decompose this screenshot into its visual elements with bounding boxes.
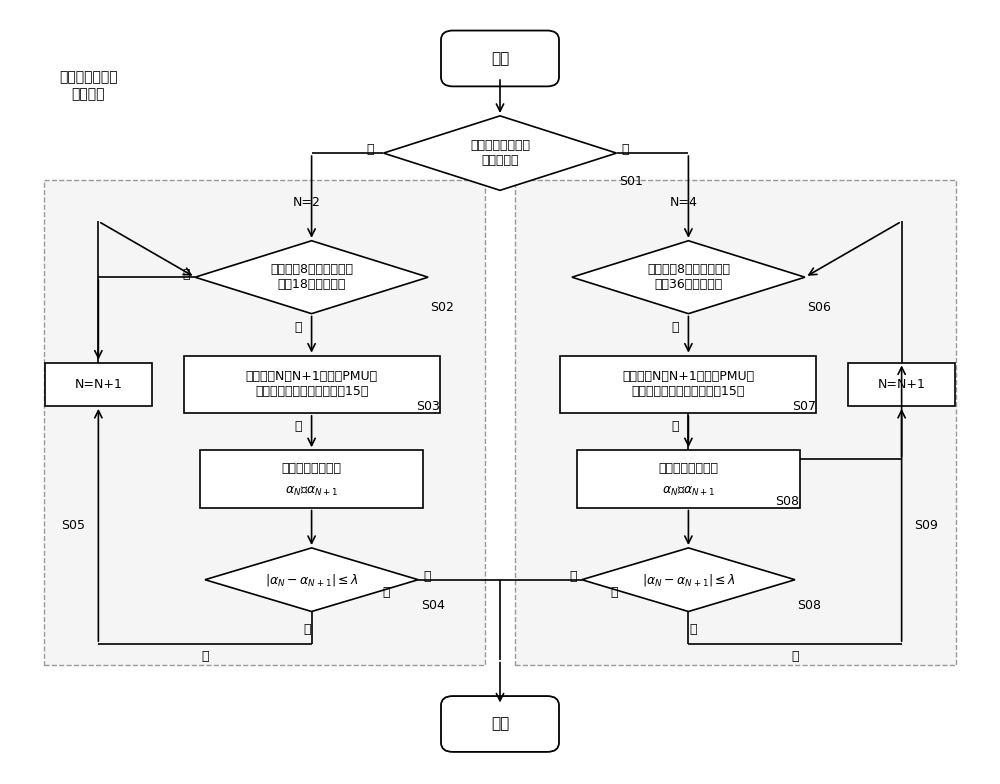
Text: 分别选取N和N+1个不同PMU时
刻量测，得到目标函数式（15）: 分别选取N和N+1个不同PMU时 刻量测，得到目标函数式（15） — [622, 370, 754, 398]
Bar — [45, 362, 152, 406]
Text: $\alpha_N$、$\alpha_{N+1}$: $\alpha_N$、$\alpha_{N+1}$ — [285, 485, 338, 498]
Polygon shape — [195, 241, 428, 314]
FancyBboxPatch shape — [441, 31, 559, 86]
Bar — [848, 362, 955, 406]
Text: 开始: 开始 — [491, 51, 509, 66]
Text: 否: 否 — [690, 623, 697, 636]
Text: 获得参数辨识结果: 获得参数辨识结果 — [282, 462, 342, 475]
Text: 否: 否 — [621, 143, 629, 156]
Text: S03: S03 — [416, 400, 440, 413]
Text: 是: 是 — [610, 586, 618, 599]
Text: S07: S07 — [792, 400, 816, 413]
Text: 否: 否 — [183, 267, 190, 281]
Text: 同杆并架短线路
参数辨识: 同杆并架短线路 参数辨识 — [59, 71, 118, 100]
Text: 否: 否 — [791, 650, 799, 663]
Text: S09: S09 — [914, 518, 938, 532]
Text: S02: S02 — [431, 300, 454, 314]
Text: N=N+1: N=N+1 — [878, 378, 926, 390]
FancyBboxPatch shape — [515, 180, 956, 665]
Text: S01: S01 — [619, 175, 643, 188]
Bar — [200, 450, 423, 507]
FancyBboxPatch shape — [44, 180, 485, 665]
Text: N=N+1: N=N+1 — [74, 378, 122, 390]
Text: 是: 是 — [294, 420, 302, 434]
Text: 同相序短线路同杆
并架双回线: 同相序短线路同杆 并架双回线 — [470, 139, 530, 167]
Text: S08: S08 — [775, 495, 799, 507]
Text: 是: 是 — [382, 586, 390, 599]
Text: 是: 是 — [569, 570, 577, 583]
Text: 否: 否 — [303, 623, 310, 636]
Polygon shape — [582, 548, 795, 612]
Text: 否: 否 — [201, 650, 209, 663]
Text: S08: S08 — [798, 598, 822, 612]
Text: S04: S04 — [421, 598, 445, 612]
Text: S06: S06 — [807, 300, 831, 314]
Polygon shape — [383, 116, 617, 191]
Text: N=2: N=2 — [293, 196, 321, 209]
Bar — [560, 355, 816, 413]
Text: $|\alpha_N-\alpha_{N+1}|\leq\lambda$: $|\alpha_N-\alpha_{N+1}|\leq\lambda$ — [642, 572, 735, 588]
Text: 建立式（8）所示方程，
包含36个不同参数: 建立式（8）所示方程， 包含36个不同参数 — [647, 263, 730, 291]
Text: 是: 是 — [423, 570, 431, 583]
Text: 建立式（8）所示方程，
包含18个不同参数: 建立式（8）所示方程， 包含18个不同参数 — [270, 263, 353, 291]
FancyBboxPatch shape — [441, 696, 559, 752]
Bar — [184, 355, 440, 413]
Text: 是: 是 — [294, 321, 302, 334]
Polygon shape — [205, 548, 418, 612]
Text: 获得参数辨识结果: 获得参数辨识结果 — [658, 462, 718, 475]
Text: $|\alpha_N-\alpha_{N+1}|\leq\lambda$: $|\alpha_N-\alpha_{N+1}|\leq\lambda$ — [265, 572, 358, 588]
Text: S05: S05 — [62, 518, 86, 532]
Text: 是: 是 — [671, 321, 678, 334]
Text: 是: 是 — [366, 143, 374, 156]
Bar — [577, 450, 800, 507]
Text: 否: 否 — [671, 420, 678, 434]
Text: $\alpha_N$、$\alpha_{N+1}$: $\alpha_N$、$\alpha_{N+1}$ — [662, 485, 715, 498]
Text: 分别选取N和N+1个不同PMU时
刻量测，得到目标函数式（15）: 分别选取N和N+1个不同PMU时 刻量测，得到目标函数式（15） — [246, 370, 378, 398]
Text: N=4: N=4 — [670, 196, 697, 209]
Polygon shape — [572, 241, 805, 314]
Text: 结束: 结束 — [491, 717, 509, 731]
